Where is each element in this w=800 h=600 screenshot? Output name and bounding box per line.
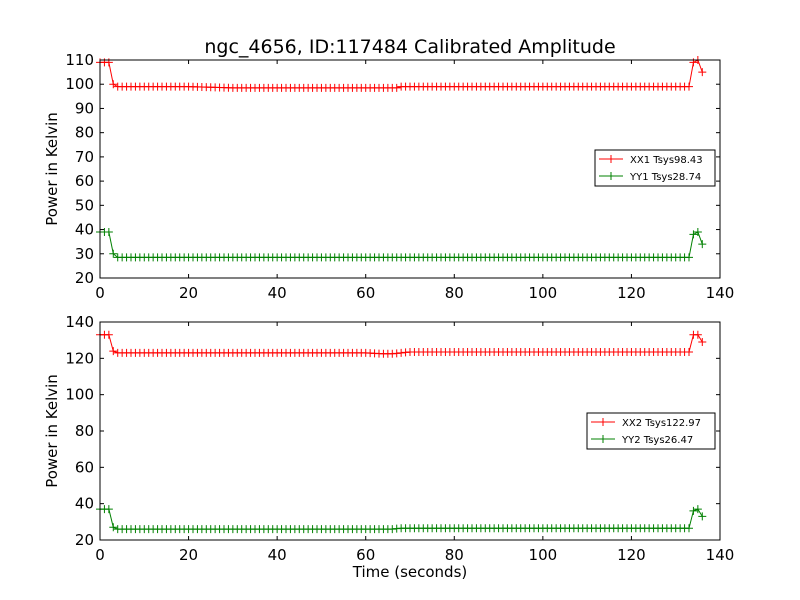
data-point-marker bbox=[698, 68, 707, 77]
bottom-x-tick-label: 80 bbox=[445, 546, 464, 564]
top-legend-frame bbox=[594, 149, 716, 187]
data-point-marker bbox=[109, 347, 118, 356]
top-y-tick-label: 110 bbox=[65, 51, 94, 69]
top-y-tick-label: 100 bbox=[65, 75, 94, 93]
data-point-marker bbox=[689, 230, 698, 239]
data-point-marker bbox=[698, 512, 707, 521]
top-x-tick-label: 120 bbox=[617, 284, 646, 302]
bottom-y-tick-label: 80 bbox=[75, 422, 94, 440]
top-x-tick-label: 80 bbox=[445, 284, 464, 302]
data-point-marker bbox=[104, 330, 113, 339]
bottom-y-tick-label: 140 bbox=[65, 313, 94, 331]
top-x-tick-label: 40 bbox=[268, 284, 287, 302]
bottom-y-tick-label: 120 bbox=[65, 349, 94, 367]
top-plot-marks bbox=[96, 56, 707, 262]
bottom-x-tick-label: 100 bbox=[529, 546, 558, 564]
bottom-x-tick-label: 140 bbox=[706, 546, 735, 564]
top-legend: XX1 Tsys98.43 YY1 Tsys28.74 bbox=[594, 149, 716, 187]
bottom-y-tick-label: 40 bbox=[75, 495, 94, 513]
bottom-y-axis-label: Power in Kelvin bbox=[43, 374, 61, 488]
bottom-plot-marks bbox=[96, 330, 707, 534]
series-markers-xx1 bbox=[96, 56, 707, 92]
top-y-tick-label: 30 bbox=[75, 245, 94, 263]
top-y-tick-label: 80 bbox=[75, 124, 94, 142]
data-point-marker bbox=[685, 82, 693, 91]
top-subplot: 0 20 40 60 80 100 120 1402030405060708090100110… bbox=[43, 51, 734, 302]
x-axis-label: Time (seconds) bbox=[352, 563, 468, 581]
data-point-marker bbox=[685, 253, 693, 262]
top-y-tick-label: 60 bbox=[75, 172, 94, 190]
data-point-marker bbox=[693, 227, 702, 236]
data-point-marker bbox=[109, 249, 118, 258]
top-x-tick-label: 0 bbox=[95, 284, 105, 302]
top-y-axis-label: Power in Kelvin bbox=[43, 112, 61, 226]
data-point-marker bbox=[685, 347, 693, 356]
bottom-legend-frame bbox=[586, 412, 716, 450]
bottom-y-tick-label: 20 bbox=[75, 531, 94, 549]
bottom-legend: XX2 Tsys122.97 YY2 Tsys26.47 bbox=[586, 412, 716, 450]
legend-label-yy2: YY2 Tsys26.47 bbox=[621, 435, 693, 446]
data-point-marker bbox=[689, 506, 698, 515]
bottom-x-tick-label: 20 bbox=[179, 546, 198, 564]
top-x-tick-label: 60 bbox=[356, 284, 375, 302]
top-x-tick-label: 20 bbox=[179, 284, 198, 302]
bottom-x-tick-label: 40 bbox=[268, 546, 287, 564]
data-point-marker bbox=[392, 83, 401, 92]
top-y-tick-label: 40 bbox=[75, 221, 94, 239]
bottom-y-tick-label: 100 bbox=[65, 386, 94, 404]
legend-label-yy1: YY1 Tsys28.74 bbox=[629, 172, 701, 183]
legend-label-xx1: XX1 Tsys98.43 bbox=[630, 155, 703, 166]
data-point-marker bbox=[698, 240, 707, 249]
data-point-marker bbox=[104, 227, 113, 236]
data-point-marker bbox=[109, 523, 118, 532]
top-y-tick-label: 90 bbox=[75, 99, 94, 117]
data-point-marker bbox=[698, 337, 707, 346]
top-plot-frame bbox=[99, 59, 721, 279]
series-markers-yy2 bbox=[96, 505, 707, 534]
data-point-marker bbox=[109, 80, 118, 89]
series-markers-xx2 bbox=[96, 330, 707, 358]
legend-label-xx2: XX2 Tsys122.97 bbox=[622, 418, 701, 429]
series-markers-yy1 bbox=[96, 227, 707, 262]
bottom-x-tick-label: 0 bbox=[95, 546, 105, 564]
bottom-y-tick-label: 60 bbox=[75, 458, 94, 476]
chart-title: ngc_4656, ID:117484 Calibrated Amplitude bbox=[204, 36, 615, 58]
top-y-tick-label: 50 bbox=[75, 196, 94, 214]
bottom-x-tick-label: 120 bbox=[617, 546, 646, 564]
data-point-marker bbox=[685, 524, 693, 533]
bottom-x-tick-label: 60 bbox=[356, 546, 375, 564]
top-y-tick-label: 70 bbox=[75, 148, 94, 166]
top-y-tick-label: 20 bbox=[75, 269, 94, 287]
top-x-tick-label: 100 bbox=[529, 284, 558, 302]
data-point-marker bbox=[104, 505, 113, 514]
data-point-marker bbox=[693, 330, 702, 339]
data-point-marker bbox=[693, 505, 702, 514]
top-x-tick-label: 140 bbox=[706, 284, 735, 302]
